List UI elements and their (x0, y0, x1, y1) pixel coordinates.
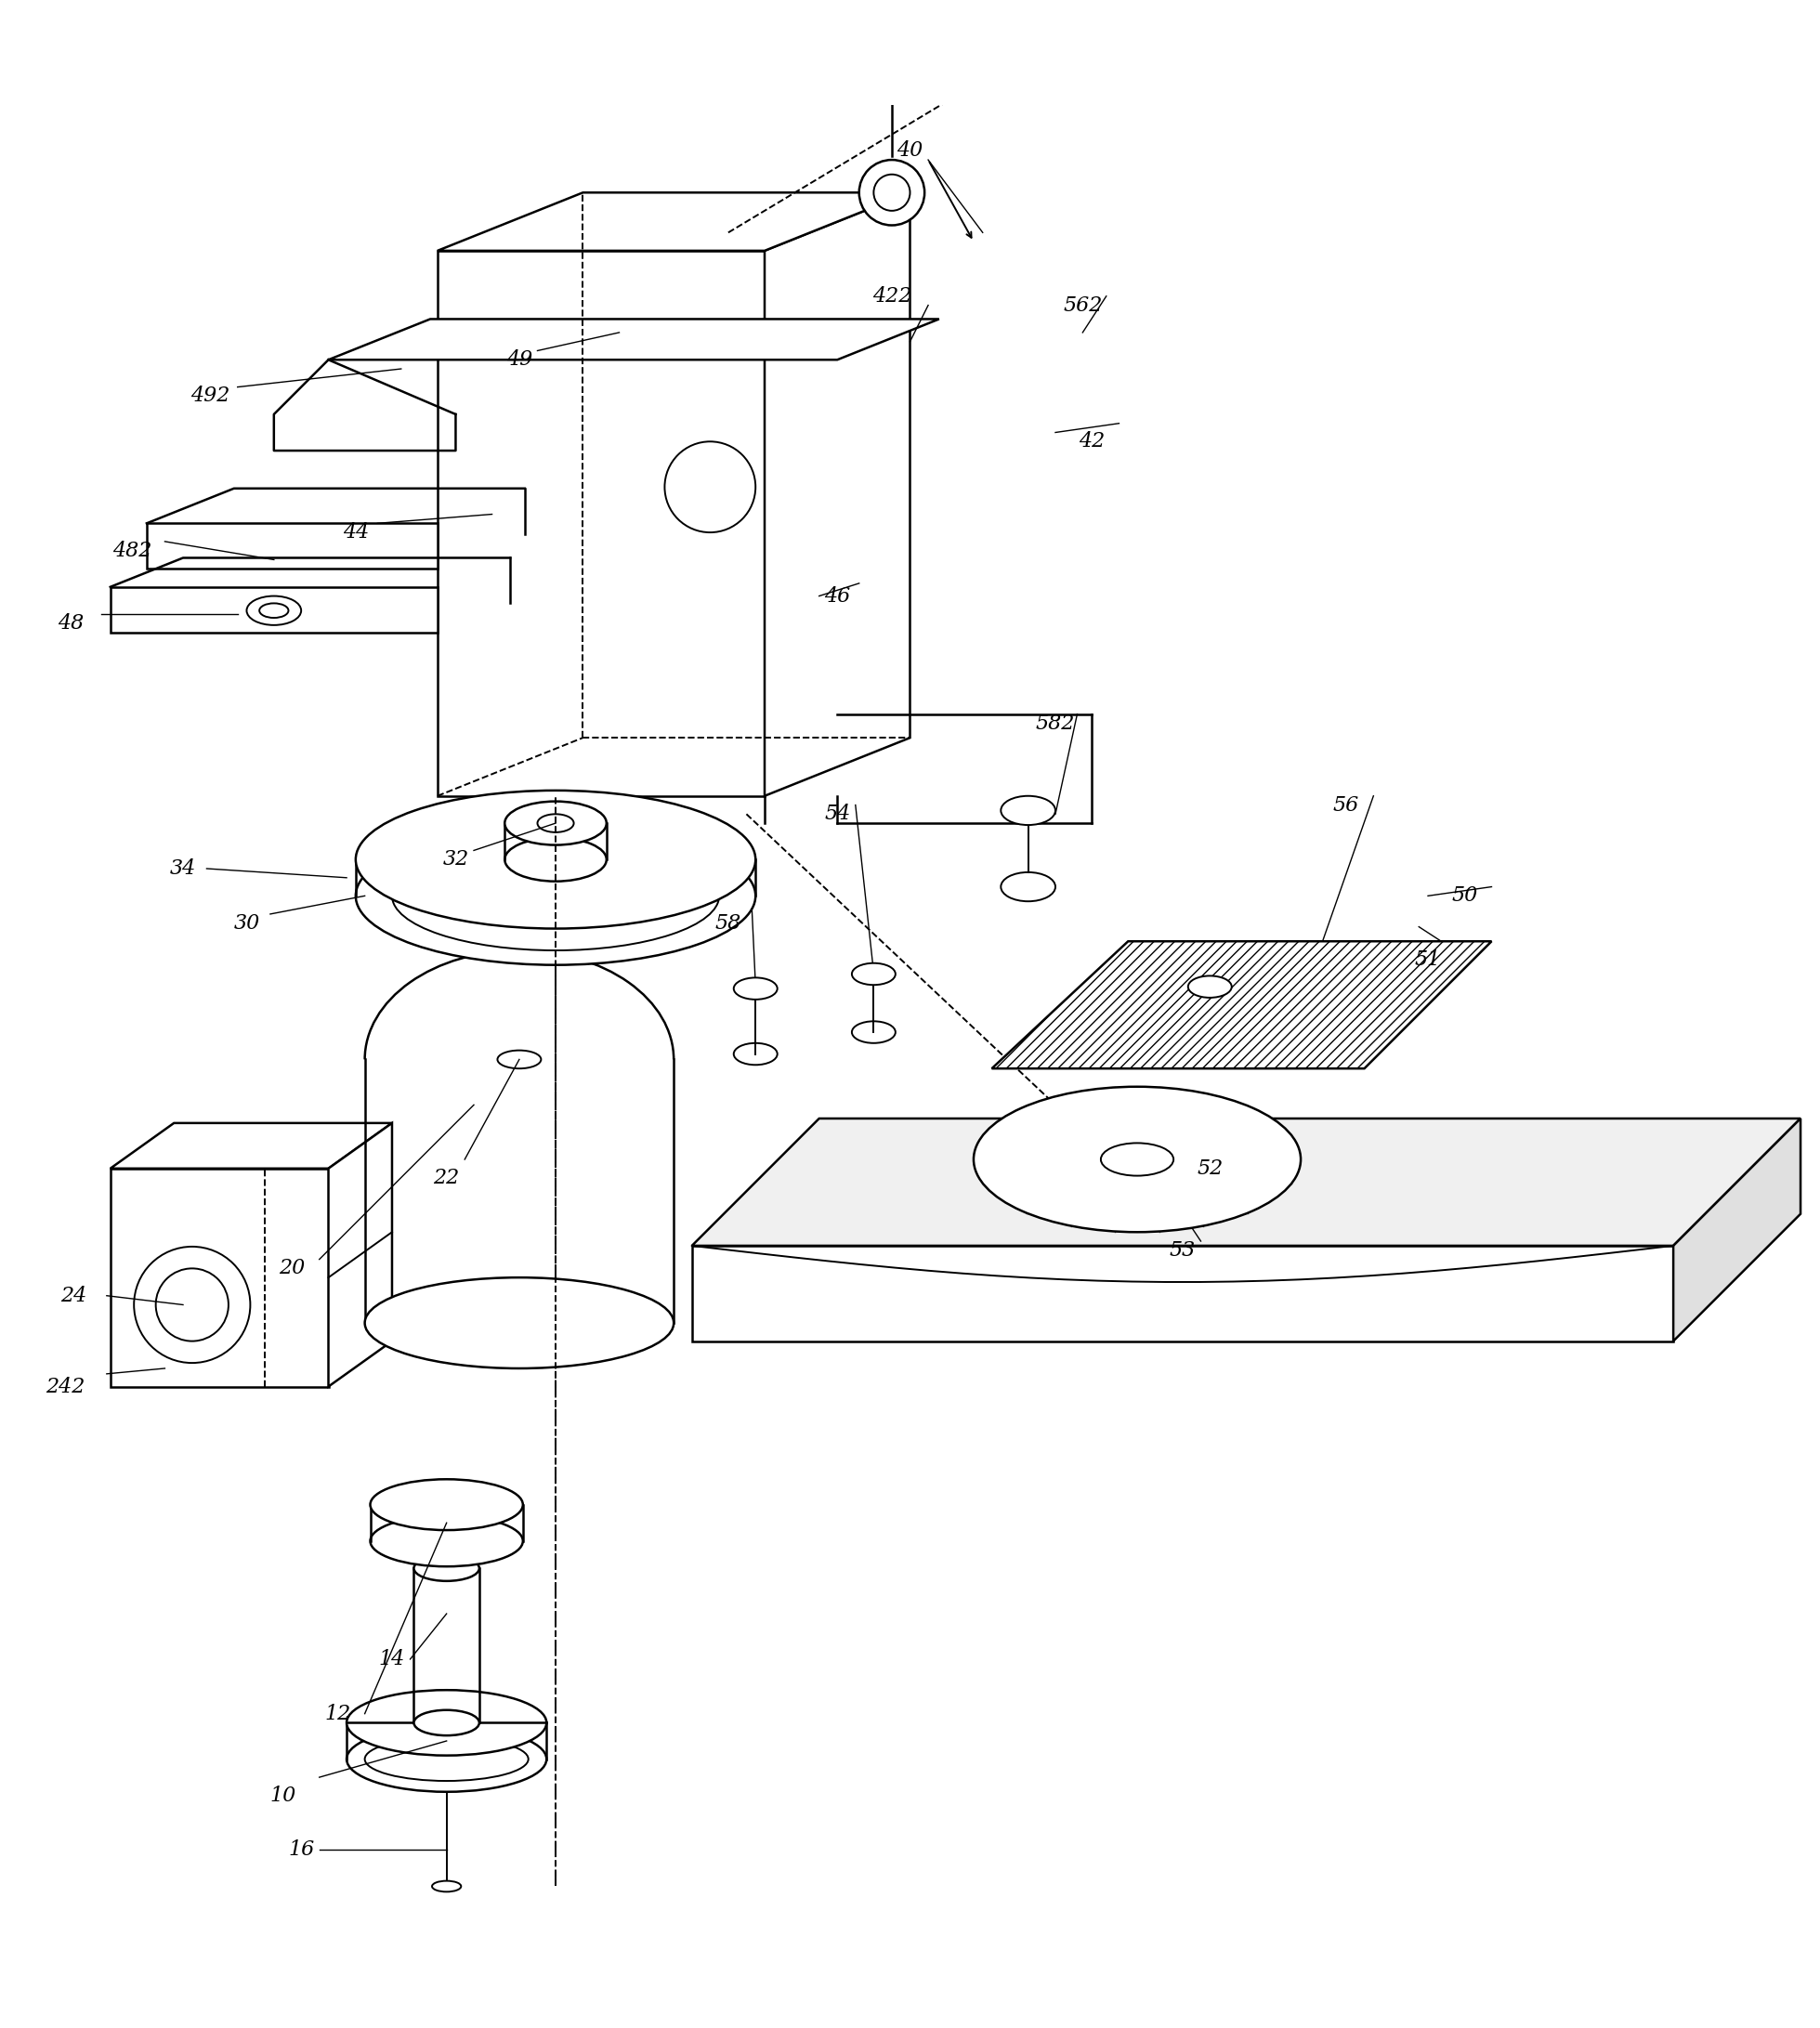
Text: 22: 22 (433, 1168, 460, 1188)
Text: 34: 34 (169, 858, 197, 878)
Ellipse shape (431, 1880, 460, 1892)
Ellipse shape (1001, 872, 1056, 900)
Ellipse shape (391, 842, 719, 951)
Text: 58: 58 (715, 913, 741, 933)
Text: 16: 16 (288, 1839, 315, 1860)
Ellipse shape (859, 160, 925, 225)
Polygon shape (764, 193, 910, 795)
Ellipse shape (852, 1022, 895, 1042)
Polygon shape (437, 251, 764, 795)
Polygon shape (692, 1119, 1800, 1245)
Text: 54: 54 (824, 803, 850, 823)
Polygon shape (992, 941, 1492, 1069)
Ellipse shape (369, 1515, 522, 1566)
Ellipse shape (413, 1710, 479, 1736)
Text: 562: 562 (1063, 294, 1103, 316)
Text: 242: 242 (46, 1377, 84, 1397)
Text: 422: 422 (872, 286, 912, 306)
Ellipse shape (974, 1087, 1301, 1233)
Polygon shape (1673, 1119, 1800, 1341)
Ellipse shape (413, 1555, 479, 1582)
Text: 20: 20 (278, 1257, 306, 1278)
Polygon shape (147, 523, 437, 568)
Text: 582: 582 (1036, 714, 1076, 734)
Ellipse shape (346, 1689, 546, 1756)
Ellipse shape (733, 1042, 777, 1065)
Polygon shape (328, 318, 939, 359)
Text: 30: 30 (233, 913, 260, 933)
Polygon shape (111, 1124, 391, 1168)
Text: 40: 40 (897, 140, 923, 160)
Text: 50: 50 (1451, 886, 1478, 907)
Text: 32: 32 (442, 850, 470, 870)
Ellipse shape (1188, 975, 1232, 998)
Ellipse shape (346, 1726, 546, 1793)
Ellipse shape (364, 1738, 528, 1781)
Text: 14: 14 (379, 1649, 406, 1669)
Polygon shape (328, 1124, 391, 1387)
Text: 49: 49 (506, 349, 533, 369)
Polygon shape (692, 1245, 1673, 1341)
Ellipse shape (1001, 795, 1056, 825)
Ellipse shape (664, 442, 755, 533)
Polygon shape (111, 586, 437, 633)
Text: 12: 12 (324, 1704, 351, 1724)
Text: 492: 492 (191, 385, 229, 406)
Ellipse shape (135, 1247, 251, 1363)
Ellipse shape (260, 602, 288, 619)
Text: 42: 42 (1079, 432, 1105, 452)
Text: 53: 53 (1170, 1239, 1196, 1261)
Text: 46: 46 (824, 586, 850, 606)
Ellipse shape (504, 801, 606, 846)
Text: 51: 51 (1414, 949, 1441, 969)
Text: 44: 44 (342, 521, 369, 544)
Text: 52: 52 (1198, 1158, 1223, 1178)
Polygon shape (111, 1168, 328, 1387)
Ellipse shape (355, 827, 755, 965)
Text: 56: 56 (1332, 795, 1360, 815)
Ellipse shape (157, 1268, 229, 1341)
Ellipse shape (852, 963, 895, 986)
Ellipse shape (874, 174, 910, 211)
Text: 24: 24 (60, 1286, 87, 1306)
Ellipse shape (504, 838, 606, 882)
Ellipse shape (355, 791, 755, 929)
Ellipse shape (369, 1478, 522, 1529)
Ellipse shape (248, 596, 300, 625)
Ellipse shape (733, 977, 777, 1000)
Text: 48: 48 (56, 612, 84, 633)
Text: 10: 10 (269, 1785, 297, 1805)
Polygon shape (437, 193, 910, 251)
Ellipse shape (1101, 1144, 1174, 1176)
Ellipse shape (537, 813, 573, 831)
Text: 482: 482 (113, 539, 151, 562)
Ellipse shape (364, 1278, 673, 1369)
Ellipse shape (497, 1051, 541, 1069)
